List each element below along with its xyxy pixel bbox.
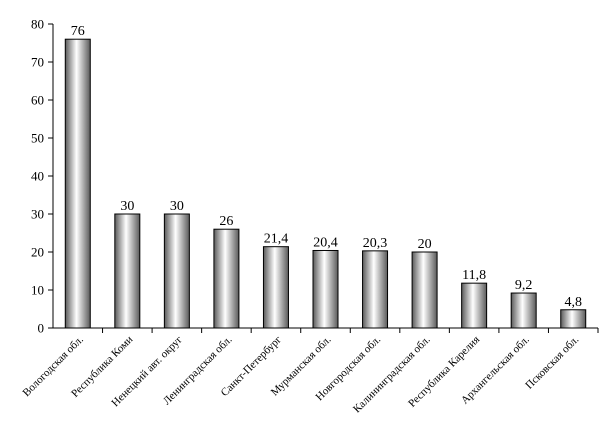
bar-value-label: 21,4 — [264, 232, 289, 247]
y-tick-label: 70 — [31, 55, 44, 70]
bar-value-label: 20,3 — [363, 236, 388, 251]
y-tick-label: 80 — [31, 17, 44, 32]
bar-value-label: 26 — [219, 214, 233, 229]
bar — [362, 250, 389, 329]
bar — [114, 213, 141, 329]
y-tick-label: 0 — [38, 321, 45, 336]
bar-value-label: 20,4 — [313, 235, 338, 250]
bar-value-label: 11,8 — [462, 268, 486, 283]
y-tick-label: 20 — [31, 245, 44, 260]
y-tick-label: 60 — [31, 93, 44, 108]
y-tick-label: 40 — [31, 169, 44, 184]
bar — [461, 282, 488, 329]
bars-group — [64, 38, 587, 329]
y-axis: 0 10 20 30 40 50 60 70 80 — [31, 17, 54, 336]
bar — [64, 38, 91, 329]
bar-value-label: 30 — [120, 199, 134, 214]
bar — [262, 246, 289, 329]
y-tick-label: 50 — [31, 131, 44, 146]
bar-value-label: 9,2 — [515, 278, 533, 293]
bar-value-label: 30 — [170, 199, 184, 214]
bar-value-label: 76 — [71, 24, 85, 39]
bar — [411, 251, 438, 329]
bar-value-label: 4,8 — [564, 295, 582, 310]
bar-value-label: 20 — [418, 237, 432, 252]
bar — [510, 292, 537, 329]
bar — [560, 309, 587, 329]
y-tick-label: 10 — [31, 283, 44, 298]
y-tick-label: 30 — [31, 207, 44, 222]
bar — [163, 213, 190, 329]
bar — [312, 249, 339, 329]
x-axis: Вологодская обл.Республика КомиНенецкий … — [20, 327, 599, 415]
x-category-label: Псковская обл. — [523, 333, 581, 391]
bar — [213, 228, 240, 329]
data-labels-group: 76 30 30 26 21,4 20,4 20,3 20 11,8 9,2 4,8 — [71, 24, 582, 310]
